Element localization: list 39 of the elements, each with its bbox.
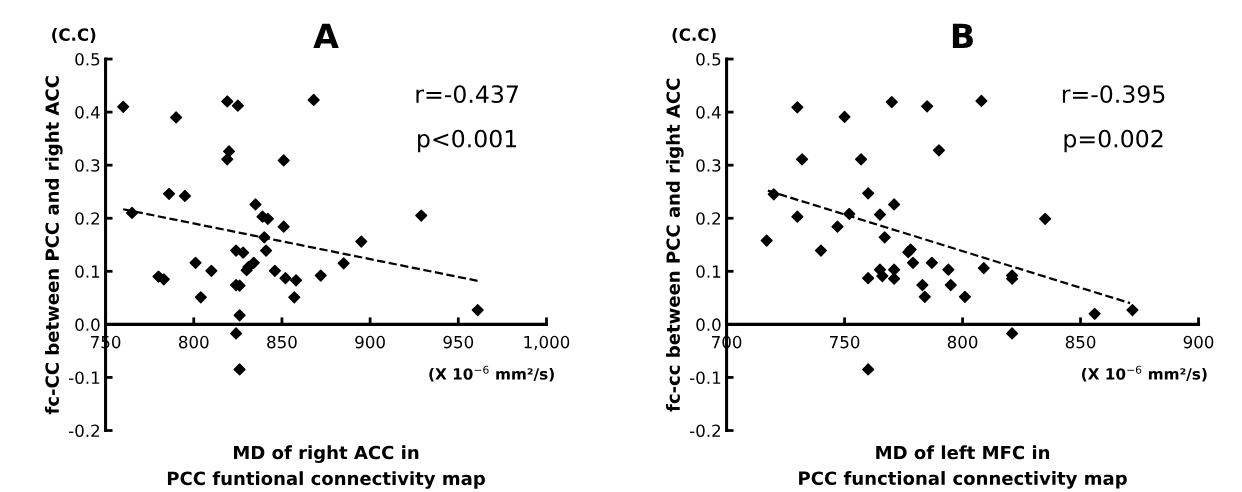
- y-tick-label: 0.4: [75, 106, 100, 119]
- annotation: r=-0.437: [416, 85, 518, 104]
- y-tick-label: -0.2: [690, 424, 721, 438]
- x-axis-title: MD of left MFC in PCC functional connectivity map: [799, 445, 1127, 489]
- y-tick-label: 0.3: [75, 159, 100, 172]
- x-tick-label: 1,000: [524, 335, 570, 351]
- x-tick-label: 850: [267, 335, 297, 349]
- y-axis-title: fc-cc between PCC and right ACC: [666, 78, 684, 412]
- text: (C.C): [672, 28, 716, 43]
- y-tick-label: -0.1: [69, 371, 100, 384]
- x-tick-label: 800: [947, 335, 978, 349]
- x-axis-title: MD of right ACC in PCC funtional connectivity map: [167, 445, 485, 489]
- y-tick-label: 0.5: [75, 53, 100, 66]
- y-tick-label: 0.3: [696, 159, 721, 172]
- chart-title: A: [313, 23, 339, 48]
- annotation: r=-0.395: [1062, 85, 1165, 104]
- y-tick-label: -0.2: [69, 424, 100, 438]
- y-tick-label: 0.5: [696, 53, 721, 66]
- y-tick-label: 0.2: [75, 212, 100, 225]
- y-tick-label: -0.1: [690, 371, 721, 384]
- annotation: (X 10$^{−6}$ mm²/s): [429, 365, 554, 382]
- annotation: (X 10$^{−6}$ mm²/s): [1082, 365, 1207, 382]
- annotation: p<0.001: [418, 129, 517, 153]
- text: (C.C): [52, 28, 96, 43]
- y-tick-label: 0.1: [696, 265, 721, 278]
- x-tick-label: 950: [443, 335, 474, 349]
- y-tick-label: 0.2: [696, 212, 721, 225]
- x-tick-label: 750: [830, 335, 860, 349]
- y-tick-label: 0.4: [696, 106, 721, 119]
- y-axis-title: fc-CC between PCC and right ACC: [45, 76, 63, 415]
- x-tick-label: 850: [1065, 335, 1096, 349]
- x-tick-label: 900: [1183, 335, 1214, 349]
- annotation: p=0.002: [1064, 129, 1163, 153]
- y-tick-label: 0.0: [75, 318, 100, 331]
- x-tick-label: 900: [355, 335, 385, 349]
- x-tick-label: 800: [178, 335, 209, 349]
- y-tick-label: 0.0: [696, 318, 721, 331]
- y-tick-label: 0.1: [75, 265, 100, 278]
- chart-title: B: [952, 23, 973, 48]
